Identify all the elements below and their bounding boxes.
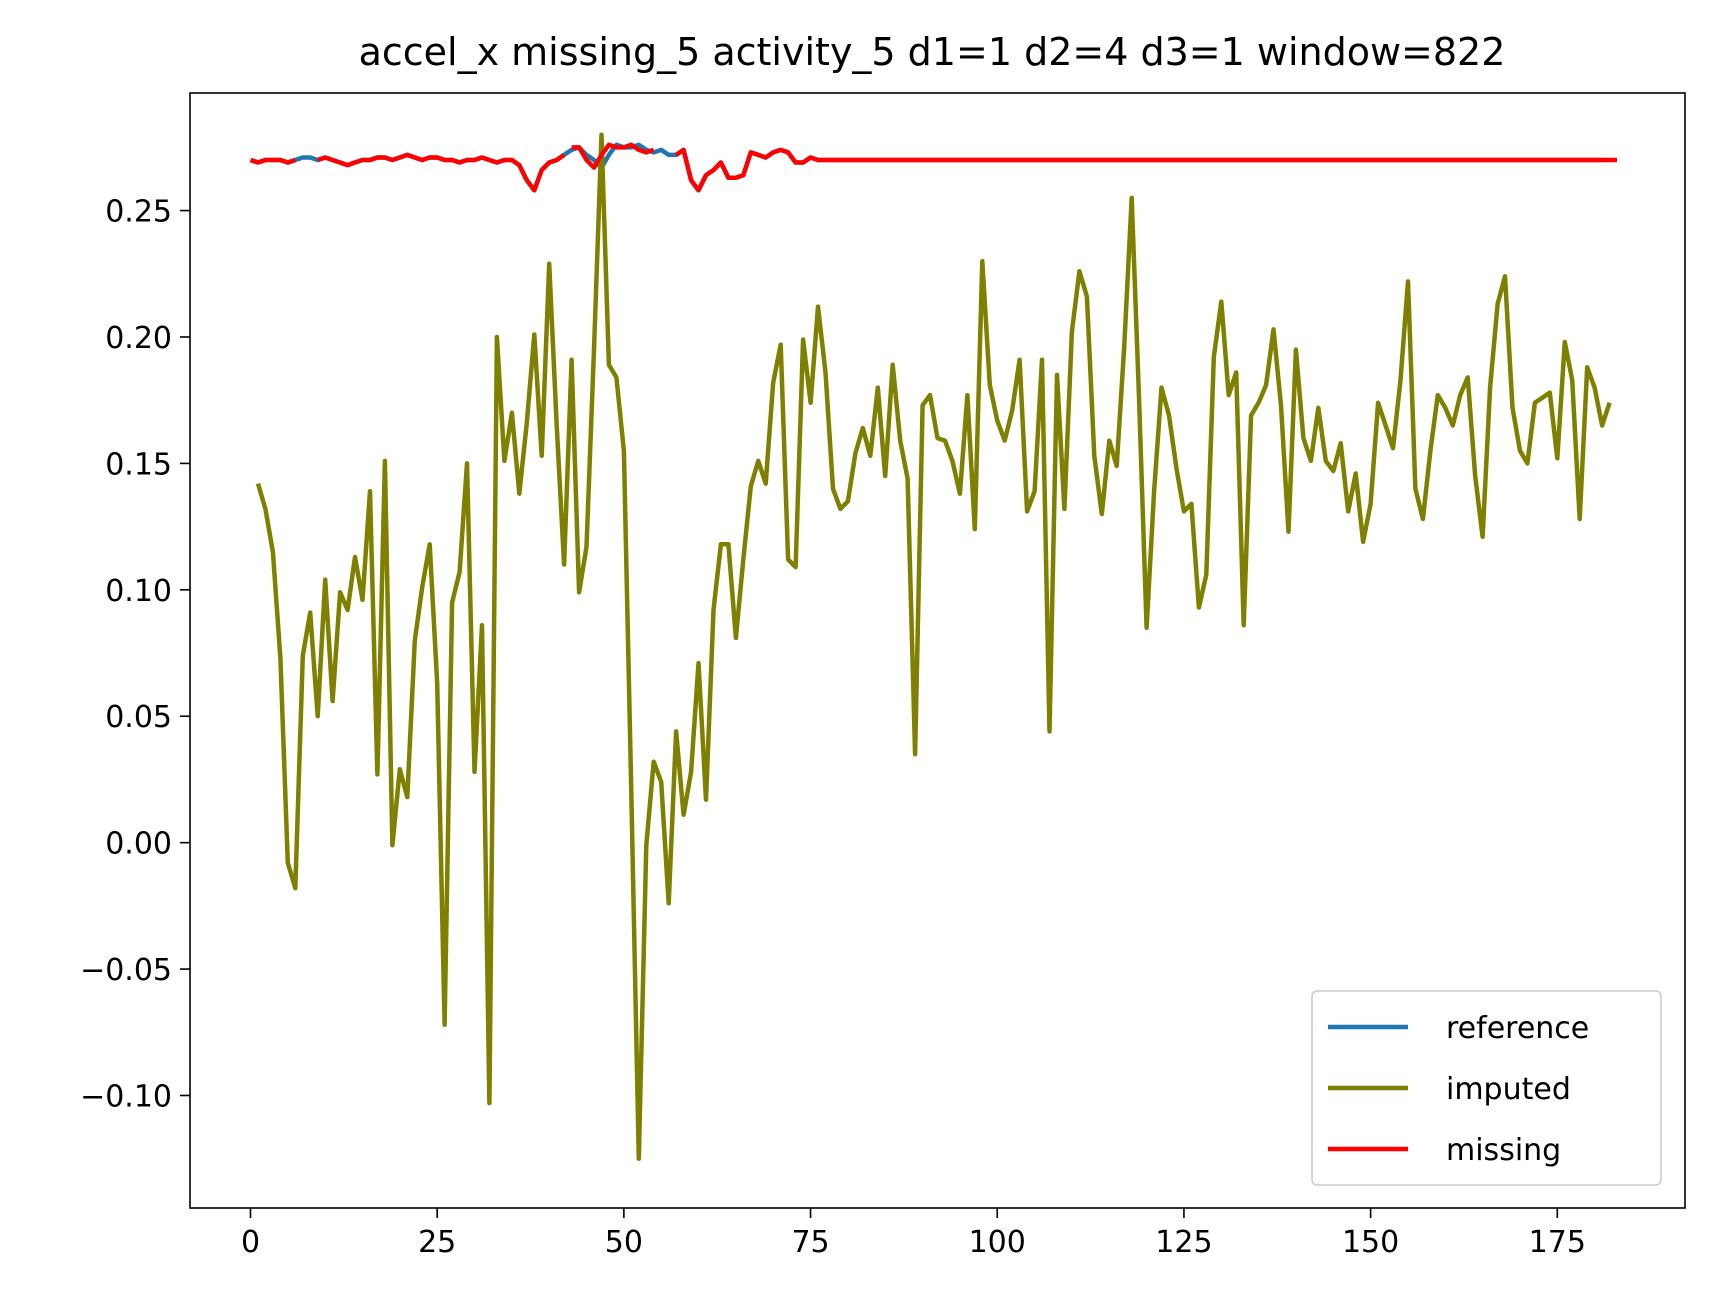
legend-item-imputed: imputed	[1328, 1072, 1571, 1107]
series-imputed	[255, 132, 1612, 1161]
x-tick-label: 25	[418, 1225, 456, 1260]
y-tick-label: 0.15	[105, 447, 172, 482]
series-line-missing-0	[249, 157, 297, 165]
x-tick-label: 0	[241, 1225, 260, 1260]
x-axis: 0 25 50 75 100 125 150 175	[241, 1208, 1586, 1260]
series-line-missing-3	[674, 147, 1617, 193]
legend-item-missing: missing	[1328, 1133, 1561, 1168]
series-reference	[249, 142, 1603, 193]
x-tick-label: 75	[791, 1225, 829, 1260]
series-line-reference	[249, 142, 1603, 193]
y-tick-label: 0.10	[105, 574, 172, 609]
x-tick-label: 50	[605, 1225, 643, 1260]
y-tick-label: 0.05	[105, 700, 172, 735]
series-layer	[249, 132, 1617, 1161]
y-axis: −0.10 −0.05 0.00 0.05 0.10 0.15 0.20 0.25	[80, 195, 190, 1114]
series-line-missing-1	[316, 152, 566, 193]
x-tick-label: 125	[1155, 1225, 1212, 1260]
plot-area-frame	[189, 92, 1686, 1209]
y-tick-label: −0.05	[80, 953, 172, 988]
y-tick-label: 0.25	[105, 195, 172, 230]
legend: reference imputed missing	[1311, 990, 1662, 1186]
y-tick-label: −0.10	[80, 1079, 172, 1114]
chart-title: accel_x missing_5 activity_5 d1=1 d2=4 d…	[359, 30, 1506, 74]
y-tick-label: 0.00	[105, 827, 172, 862]
series-line-missing-2	[571, 142, 655, 170]
x-tick-label: 175	[1529, 1225, 1586, 1260]
legend-label: missing	[1446, 1133, 1561, 1168]
legend-label: imputed	[1446, 1072, 1571, 1107]
y-tick-label: 0.20	[105, 321, 172, 356]
x-tick-label: 100	[969, 1225, 1026, 1260]
x-tick-label: 150	[1342, 1225, 1399, 1260]
legend-frame	[1311, 990, 1662, 1186]
legend-label: reference	[1446, 1011, 1589, 1046]
legend-item-reference: reference	[1328, 1011, 1589, 1046]
series-missing	[249, 142, 1617, 193]
series-line-imputed	[255, 132, 1612, 1161]
